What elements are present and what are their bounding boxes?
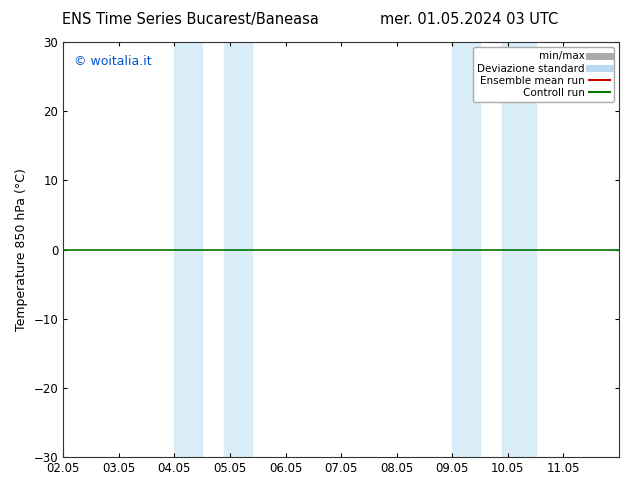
- Text: ENS Time Series Bucarest/Baneasa: ENS Time Series Bucarest/Baneasa: [61, 12, 319, 27]
- Bar: [224, 42, 252, 457]
- Bar: [452, 42, 480, 457]
- Y-axis label: Temperature 850 hPa (°C): Temperature 850 hPa (°C): [15, 168, 28, 331]
- Bar: [502, 42, 536, 457]
- Text: mer. 01.05.2024 03 UTC: mer. 01.05.2024 03 UTC: [380, 12, 559, 27]
- Bar: [174, 42, 202, 457]
- Text: © woitalia.it: © woitalia.it: [74, 54, 152, 68]
- Legend: min/max, Deviazione standard, Ensemble mean run, Controll run: min/max, Deviazione standard, Ensemble m…: [473, 47, 614, 102]
